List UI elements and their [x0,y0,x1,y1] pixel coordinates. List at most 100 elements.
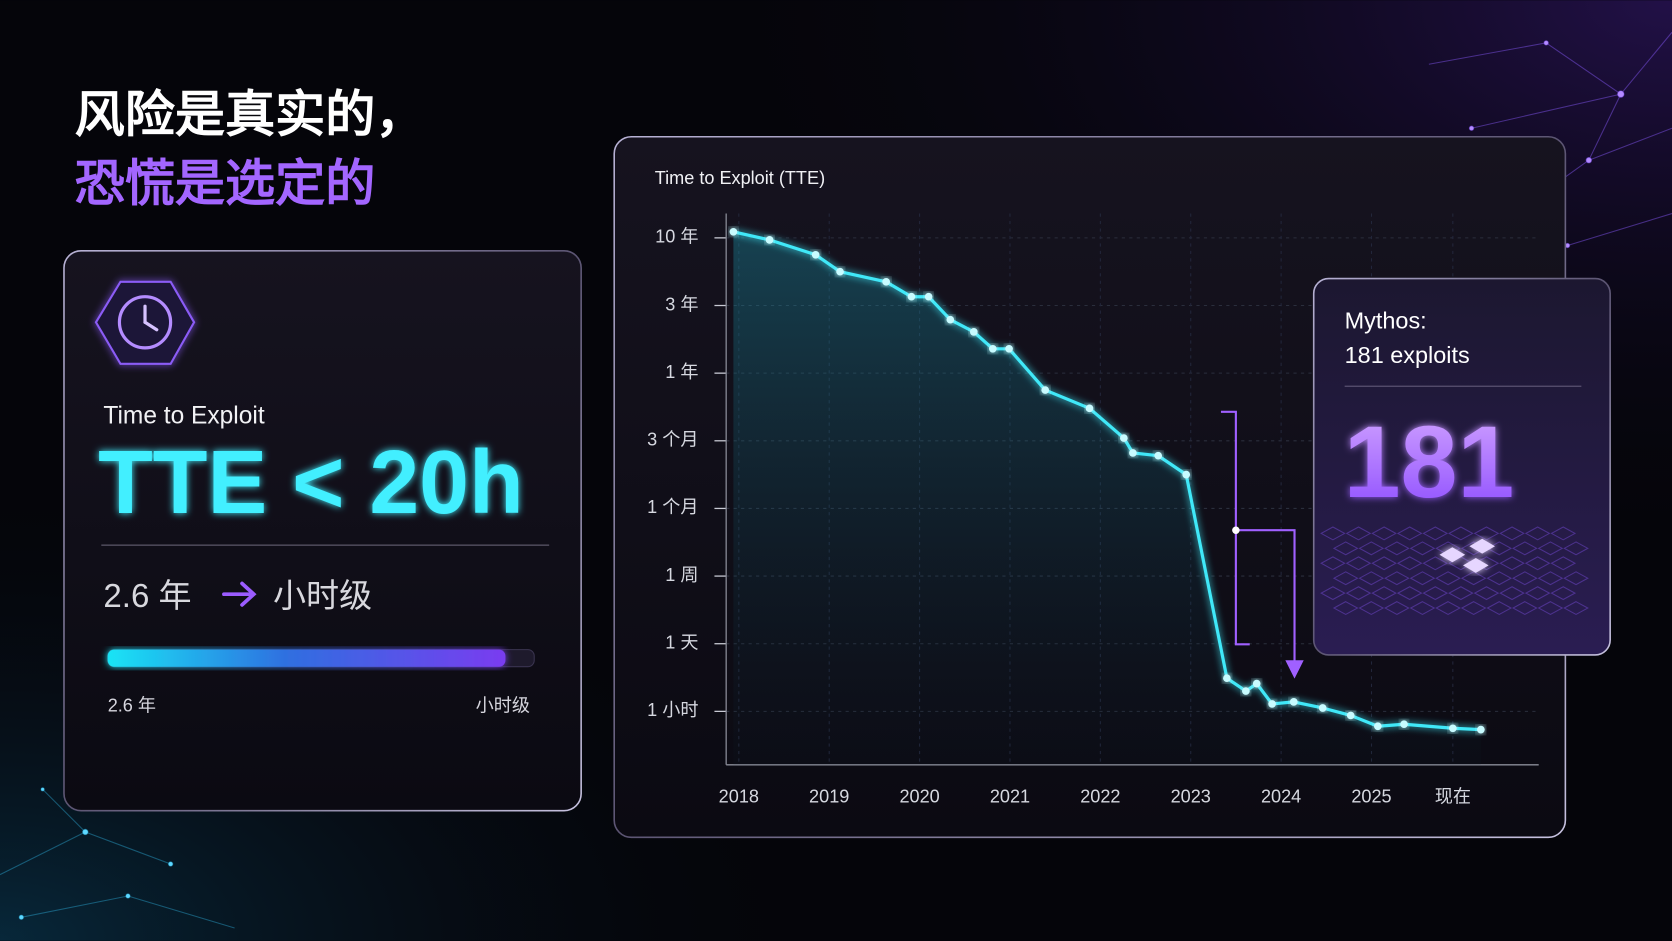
y-tick-label: 1 周 [665,565,698,585]
cube [1550,586,1577,601]
point [1154,451,1163,460]
y-tick-label: 10 年 [655,227,698,247]
headline: 风险是真实的， [75,86,426,142]
cube [1332,541,1359,556]
headline-accent: 恐慌是选定的 [75,156,376,212]
metric-label: Time to Exploit [103,403,264,430]
clock-icon [94,280,196,365]
arrow-icon [222,581,257,607]
point [1223,674,1231,683]
point [882,277,890,286]
x-tick-label: 2018 [719,787,759,807]
cube [1486,601,1513,616]
y-tick-label: 1 天 [665,633,698,653]
bar-start-label: 2.6 年 [108,695,156,715]
point [1268,700,1276,708]
y-tick-label: 3 个月 [647,430,698,450]
point [836,267,844,276]
cube [1563,541,1589,556]
point [1373,722,1382,731]
cube [1486,571,1513,586]
callout-subheading: 181 exploits [1345,342,1470,368]
point [729,227,738,236]
cube [1550,526,1577,541]
cube [1524,556,1551,571]
area-fill [733,231,1481,765]
cube [1550,556,1577,571]
cube [1320,586,1346,601]
cube [1358,571,1385,586]
to-label: 小时级 [273,578,372,615]
point [1477,725,1485,734]
cube [1358,541,1385,556]
network-decoration [0,787,235,929]
metric-card [63,250,582,812]
cube [1384,601,1410,616]
cube [1358,601,1385,616]
x-tick-label: 2022 [1080,787,1120,807]
cube [1524,586,1551,601]
annotation-bracket [1220,410,1304,679]
cube [1345,556,1372,571]
cube [1448,526,1474,541]
cube [1371,526,1397,541]
cube [1499,586,1525,601]
cube [1499,556,1525,571]
point [1242,687,1250,695]
cube [1435,601,1461,616]
point [1120,434,1128,442]
cube [1537,601,1564,616]
cube [1537,541,1564,556]
x-tick-label: 2020 [899,787,939,807]
point [1289,698,1298,706]
cube [1448,586,1474,601]
point [765,236,774,244]
from-label: 2.6 年 [103,578,191,615]
cube [1460,571,1487,586]
cube [1396,556,1423,571]
point [1400,720,1408,729]
bar-end-label: 小时级 [476,695,530,715]
cube [1537,571,1564,586]
cube [1422,556,1449,571]
line [733,230,1481,732]
point [1449,724,1457,733]
cube [1371,556,1397,571]
cube [1469,538,1495,554]
cube [1409,601,1436,616]
point [1129,449,1137,457]
point [924,292,933,301]
cube [1409,541,1436,556]
network-decoration [1428,31,1672,249]
cube [1371,586,1397,601]
point [1346,711,1355,720]
cube [1422,526,1449,541]
cube [1563,601,1589,616]
y-tick-label: 1 个月 [647,497,698,517]
cube [1473,526,1500,541]
point [1252,679,1261,688]
cube [1345,526,1372,541]
cube [1384,541,1410,556]
metric-value: TTE < 20h [98,432,524,532]
cube [1332,571,1359,586]
x-tick-label: 2021 [990,787,1030,807]
cube [1396,526,1423,541]
point [988,344,997,353]
cube [1435,571,1461,586]
point [1182,470,1191,479]
x-tick-label: 2019 [809,787,849,807]
point [1085,404,1094,413]
y-tick-label: 3 年 [665,294,698,314]
point [907,292,916,301]
x-tick-label: 现在 [1435,787,1471,807]
cube [1512,601,1538,616]
y-tick-label: 1 小时 [647,700,698,720]
x-tick-label: 2025 [1351,787,1391,807]
cube [1332,601,1359,616]
cube [1396,586,1423,601]
callout-card [1312,277,1611,656]
x-tick-label: 2024 [1261,787,1301,807]
callout-heading: Mythos: [1345,308,1427,334]
